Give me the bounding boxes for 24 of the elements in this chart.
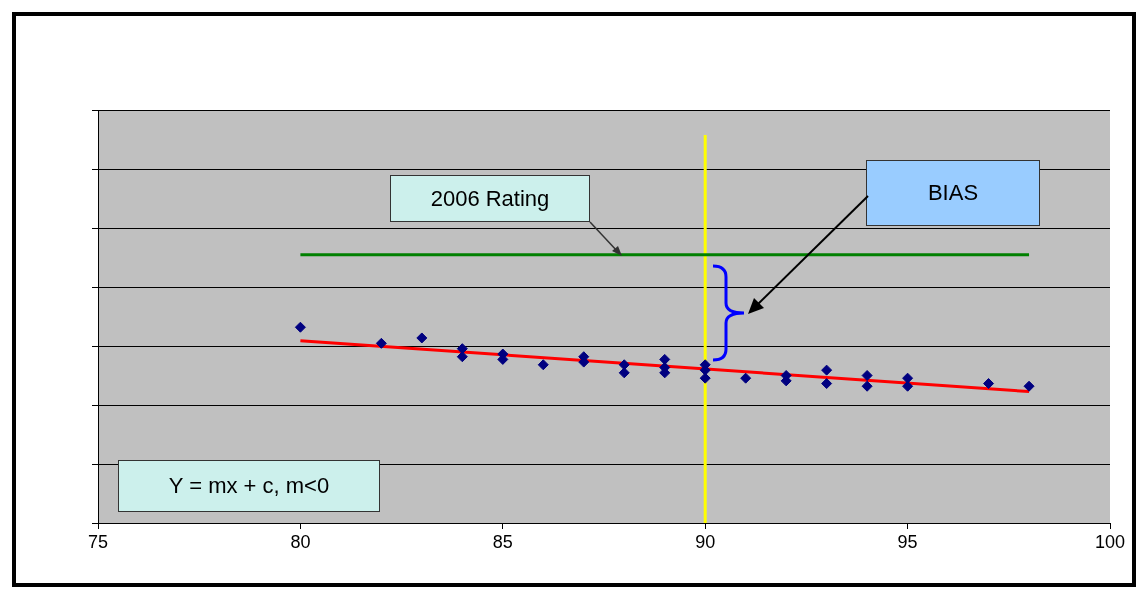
point xyxy=(1023,380,1035,392)
point xyxy=(902,372,914,384)
x-tick-label: 85 xyxy=(492,531,513,552)
text-box: Y = mx + c, m<0 xyxy=(118,460,380,512)
x-tick-label: 95 xyxy=(897,531,918,552)
point xyxy=(861,380,873,392)
point xyxy=(861,370,873,381)
point xyxy=(821,378,833,390)
point xyxy=(983,378,995,390)
x-tick-label: 90 xyxy=(695,531,716,552)
point xyxy=(416,332,428,344)
point xyxy=(294,321,306,333)
text-box: BIAS xyxy=(866,160,1040,226)
point xyxy=(537,359,549,371)
point xyxy=(375,337,387,349)
point xyxy=(659,353,671,365)
point xyxy=(456,351,468,363)
text-box: 2006 Rating xyxy=(390,175,590,222)
point xyxy=(740,372,752,384)
x-tick-label: 100 xyxy=(1094,531,1126,552)
x-tick-label: 75 xyxy=(87,531,109,552)
point xyxy=(618,367,630,379)
x-tick-label: 80 xyxy=(290,531,311,552)
point xyxy=(821,364,833,376)
